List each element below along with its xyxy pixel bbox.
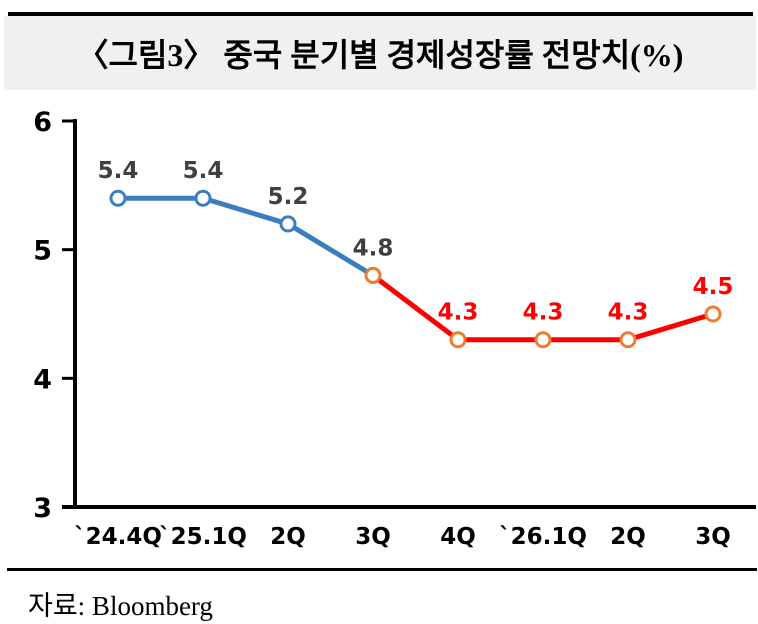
data-point-marker [109, 189, 127, 207]
series-line-actual [115, 195, 376, 278]
y-axis-tick-label: 5 [33, 236, 52, 267]
figure-title-bar: 〈그림3〉 중국 분기별 경제성장률 전망치(%) [4, 16, 756, 90]
source-caption: 자료: Bloomberg [28, 591, 213, 621]
figure-title: 〈그림3〉 중국 분기별 경제성장률 전망치(%) [76, 37, 684, 73]
data-point-marker [449, 331, 467, 349]
data-point-marker [194, 189, 212, 207]
data-point-label: 4.3 [523, 300, 564, 326]
y-axis-tick-label: 4 [33, 364, 52, 395]
x-axis-category-label: 3Q [355, 524, 391, 550]
x-axis-category-label: `24.4Q [74, 524, 162, 550]
data-point-label: 4.3 [438, 300, 479, 326]
data-point-marker [364, 266, 382, 284]
x-axis-category-label: `26.1Q [499, 524, 587, 550]
x-axis-category-label: 3Q [695, 524, 731, 550]
y-axis-tick-label: 6 [33, 107, 52, 138]
data-point-label: 5.4 [98, 158, 139, 184]
x-axis-category-label: 4Q [440, 524, 476, 550]
title-top-rule [8, 12, 753, 16]
data-point-label: 4.3 [608, 300, 649, 326]
data-point-marker [704, 305, 722, 323]
data-point-marker [619, 331, 637, 349]
x-axis-category-label: 2Q [270, 524, 306, 550]
data-point-marker [534, 331, 552, 349]
x-axis-category-label: 2Q [610, 524, 646, 550]
source-divider [7, 568, 757, 571]
data-point-label: 4.5 [693, 274, 734, 300]
data-point-label: 5.2 [268, 184, 309, 210]
data-point-marker [279, 215, 297, 233]
x-axis-category-label: `25.1Q [159, 524, 247, 550]
y-axis-tick-label: 3 [33, 493, 52, 524]
data-point-label: 4.8 [353, 235, 394, 261]
data-point-label: 5.4 [183, 158, 224, 184]
